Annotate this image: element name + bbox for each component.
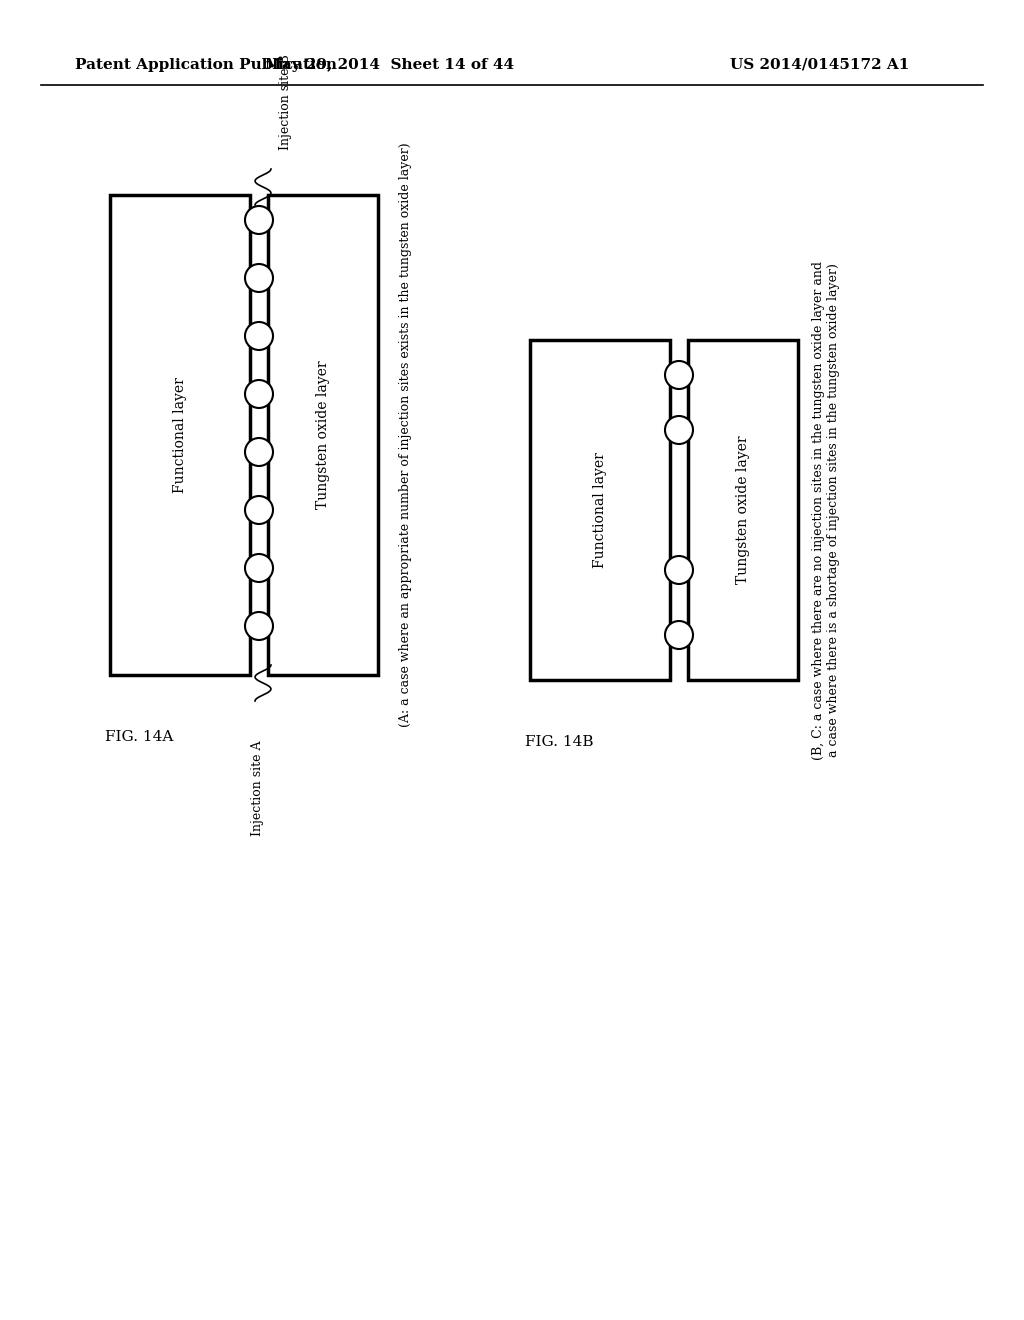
Circle shape xyxy=(245,380,273,408)
Text: Functional layer: Functional layer xyxy=(173,378,187,492)
Text: Patent Application Publication: Patent Application Publication xyxy=(75,58,337,73)
Text: Tungsten oxide layer: Tungsten oxide layer xyxy=(316,360,330,510)
Bar xyxy=(688,341,798,680)
Circle shape xyxy=(665,416,693,444)
Circle shape xyxy=(245,438,273,466)
Text: Injection site A: Injection site A xyxy=(252,741,264,836)
Text: (A: a case where an appropriate number of injection sites exists in the tungsten: (A: a case where an appropriate number o… xyxy=(399,143,413,727)
Text: FIG. 14B: FIG. 14B xyxy=(525,735,594,748)
Circle shape xyxy=(245,322,273,350)
Circle shape xyxy=(665,620,693,649)
Text: US 2014/0145172 A1: US 2014/0145172 A1 xyxy=(730,58,909,73)
Bar xyxy=(110,195,250,675)
Text: Functional layer: Functional layer xyxy=(593,451,607,568)
Bar xyxy=(530,341,670,680)
Circle shape xyxy=(245,206,273,234)
Text: Tungsten oxide layer: Tungsten oxide layer xyxy=(736,436,750,585)
Circle shape xyxy=(245,554,273,582)
Circle shape xyxy=(245,496,273,524)
Circle shape xyxy=(665,556,693,583)
Circle shape xyxy=(245,264,273,292)
Circle shape xyxy=(245,612,273,640)
Bar xyxy=(268,195,378,675)
Text: May 29, 2014  Sheet 14 of 44: May 29, 2014 Sheet 14 of 44 xyxy=(265,58,515,73)
Text: Injection site B: Injection site B xyxy=(280,54,293,150)
Text: (B, C: a case where there are no injection sites in the tungsten oxide layer and: (B, C: a case where there are no injecti… xyxy=(812,260,840,759)
Circle shape xyxy=(665,360,693,389)
Text: FIG. 14A: FIG. 14A xyxy=(105,730,173,744)
